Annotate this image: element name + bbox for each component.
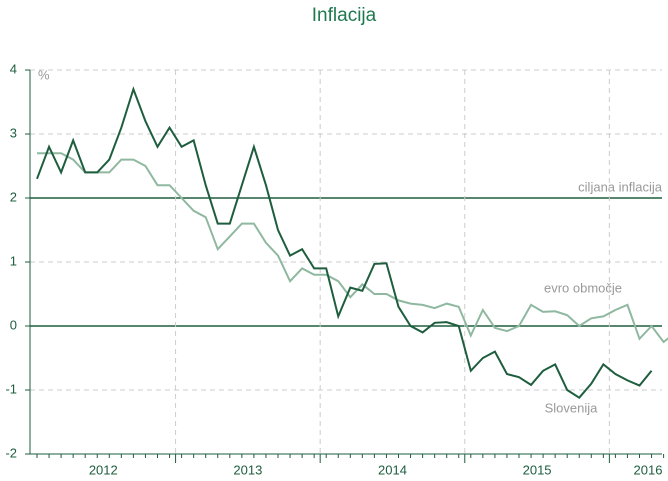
x-tick-label: 2013: [233, 462, 262, 477]
y-tick-label: 0: [10, 317, 17, 332]
x-tick-label: 2016: [634, 462, 663, 477]
y-tick-label: 4: [10, 61, 17, 76]
reference-label: ciljana inflacija: [578, 179, 663, 194]
legend-label: Slovenija: [545, 400, 599, 415]
y-tick-label: 2: [10, 189, 17, 204]
x-tick-label: 2012: [89, 462, 118, 477]
legend-label: evro območje: [544, 280, 622, 295]
chart-title: Inflacija: [312, 5, 377, 26]
x-tick-label: 2014: [378, 462, 407, 477]
y-unit: %: [38, 67, 50, 82]
y-tick-label: -1: [5, 381, 17, 396]
series-line: [36, 86, 653, 399]
y-tick-label: -2: [5, 445, 17, 460]
series-line: [37, 152, 668, 344]
y-tick-label: 3: [10, 125, 17, 140]
x-tick-label: 2015: [523, 462, 552, 477]
y-tick-label: 1: [10, 253, 17, 268]
